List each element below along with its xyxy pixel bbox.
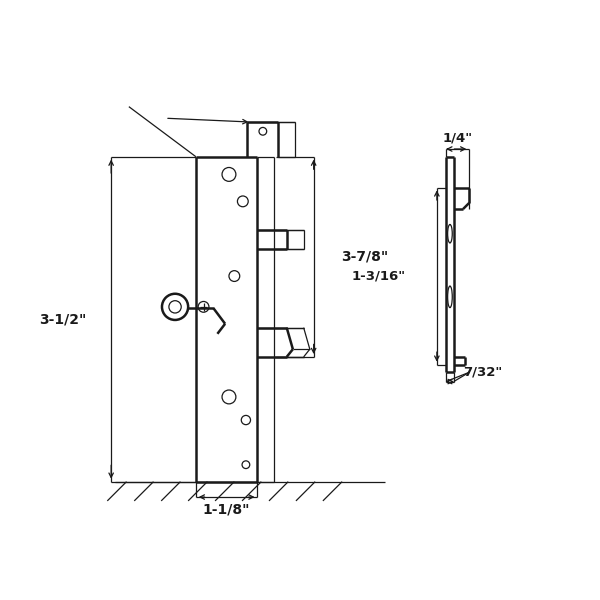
- Text: 7/32": 7/32": [463, 366, 503, 379]
- Text: 3-1/2": 3-1/2": [39, 312, 86, 326]
- Text: 1-3/16": 1-3/16": [352, 269, 406, 283]
- Text: 1/4": 1/4": [443, 132, 473, 145]
- Text: 3-7/8": 3-7/8": [341, 250, 389, 264]
- Text: 1-1/8": 1-1/8": [203, 502, 250, 517]
